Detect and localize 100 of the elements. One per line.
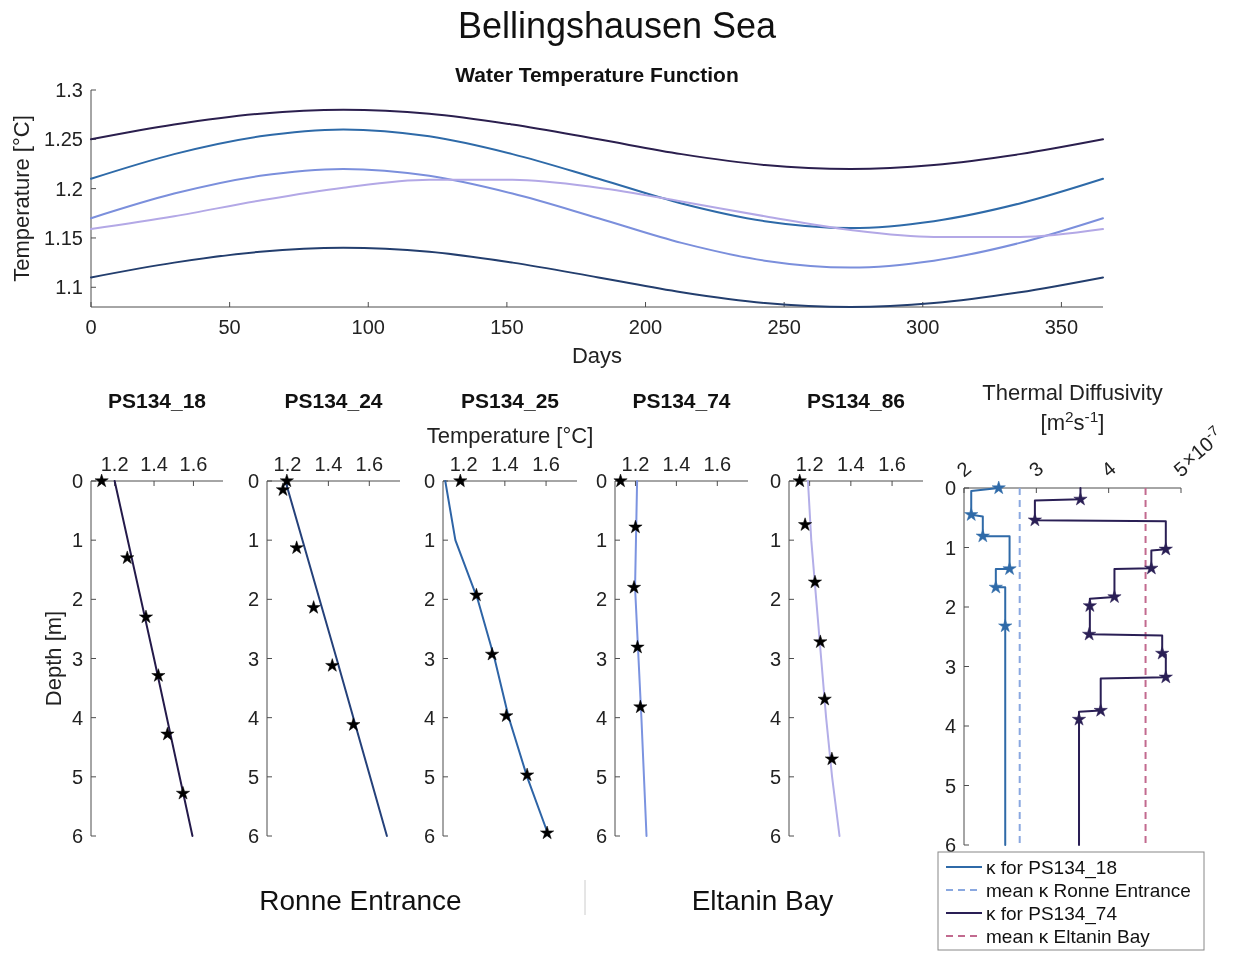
x-tick-label: 200 <box>628 316 663 338</box>
point <box>998 618 1013 632</box>
point <box>453 473 468 487</box>
x-tick-label: 150 <box>490 316 524 338</box>
point <box>279 473 294 487</box>
chart-title: Bellingshausen Sea <box>457 5 778 46</box>
legend-label: mean κ Ronne Entrance <box>986 879 1191 901</box>
x-tick-label: 250 <box>767 316 801 338</box>
y-tick-label: 2 <box>247 588 259 611</box>
point <box>160 726 175 741</box>
point <box>469 587 484 602</box>
x-tick-label: 3 <box>1024 457 1048 482</box>
point <box>613 473 628 487</box>
x-tick-label: 1.2 <box>621 453 650 475</box>
x-tick-label: 1.2 <box>795 453 824 475</box>
y-tick-label: 1.25 <box>44 128 83 151</box>
y-tick-label: 4 <box>71 706 83 729</box>
y-tick-label: 5 <box>423 765 435 788</box>
legend-label: κ for PS134_18 <box>986 856 1117 879</box>
y-tick-label: 5 <box>71 765 83 788</box>
point <box>306 600 321 614</box>
y-tick-label: 5 <box>944 774 956 797</box>
x-tick-label: 1.2 <box>100 453 129 475</box>
point <box>276 482 290 496</box>
y-tick-label: 4 <box>247 706 259 729</box>
y-axis-title: Temperature [°C] <box>9 115 34 282</box>
y-tick-label: 4 <box>769 706 781 729</box>
point <box>628 519 643 534</box>
point <box>975 528 990 543</box>
y-tick-label: 2 <box>71 588 83 611</box>
point <box>485 647 499 661</box>
line-series <box>90 128 1104 230</box>
point <box>824 751 839 765</box>
x-tick-label: 100 <box>351 316 385 338</box>
y-tick-label: 4 <box>944 715 956 737</box>
point <box>325 658 340 672</box>
point <box>1082 598 1097 612</box>
x-tick-label: 1.6 <box>703 453 732 475</box>
point <box>1107 589 1122 603</box>
x-tick-label: 1.4 <box>662 453 691 475</box>
y-tick-label: 1.1 <box>55 276 83 299</box>
y-tick-label: 3 <box>423 647 435 670</box>
x-tick-label: 1.4 <box>836 453 865 475</box>
y-tick-label: 4 <box>595 706 607 729</box>
x-tick-label: 1.6 <box>878 453 906 475</box>
y-tick-label: 1 <box>944 536 956 559</box>
y-tick-label: 6 <box>71 825 83 847</box>
point <box>1073 492 1088 506</box>
y-tick-label: 2 <box>944 596 956 618</box>
point <box>1002 561 1017 575</box>
point <box>1158 669 1173 684</box>
x-tick-label: 1.2 <box>449 453 478 475</box>
point <box>1072 712 1086 726</box>
y-tick-label: 0 <box>944 477 956 499</box>
point <box>1027 512 1042 527</box>
point <box>289 540 304 554</box>
text: Ronne Entrance <box>259 885 462 916</box>
y-tick-label: 3 <box>595 647 607 670</box>
x-tick-label: 4 <box>1097 457 1120 482</box>
point <box>991 480 1006 494</box>
point <box>813 634 828 648</box>
x-tick-label: 50 <box>218 316 241 338</box>
y-tick-label: 6 <box>247 825 259 847</box>
y-tick-label: 1.2 <box>55 177 83 200</box>
y-tick-label: 1 <box>247 529 259 552</box>
line-series <box>90 108 1104 170</box>
y-tick-label: 2 <box>423 588 435 611</box>
y-tick-label: 3 <box>944 655 956 678</box>
point <box>817 692 832 706</box>
point <box>1082 627 1097 641</box>
x-tick-label: 1.4 <box>490 453 519 475</box>
point <box>94 473 109 487</box>
point <box>1144 561 1159 575</box>
point <box>346 717 361 731</box>
y-tick-label: 5 <box>247 765 259 788</box>
x-axis-title: Temperature [°C] <box>426 423 594 448</box>
y-tick-label: 1 <box>423 529 435 552</box>
y-tick-label: 6 <box>769 825 781 847</box>
legend-label: mean κ Eltanin Bay <box>986 925 1151 947</box>
legend-label: κ for PS134_74 <box>986 902 1118 925</box>
x-tick-label: 1.6 <box>179 453 208 475</box>
point <box>798 517 812 531</box>
point <box>808 574 822 589</box>
y-tick-label: 1.3 <box>55 79 83 101</box>
y-tick-label: 1.15 <box>44 226 83 249</box>
y-tick-label: 3 <box>71 647 83 670</box>
y-tick-label: 2 <box>769 588 781 611</box>
point <box>540 825 555 839</box>
chart-title: PS134_18 <box>107 389 207 412</box>
y-tick-label: 6 <box>595 825 607 847</box>
x-tick-label: 1.4 <box>140 453 168 475</box>
point <box>627 580 641 594</box>
y-tick-label: 3 <box>769 647 781 670</box>
x-tick-label: 1.6 <box>532 453 560 475</box>
point <box>630 640 645 654</box>
chart-title: PS134_24 <box>284 389 383 412</box>
y-tick-label: 5 <box>769 765 781 788</box>
x-tick-label: 1.6 <box>355 453 384 475</box>
chart-subtitle: Water Temperature Function <box>455 63 739 86</box>
x-tick-label: 0 <box>85 316 97 338</box>
